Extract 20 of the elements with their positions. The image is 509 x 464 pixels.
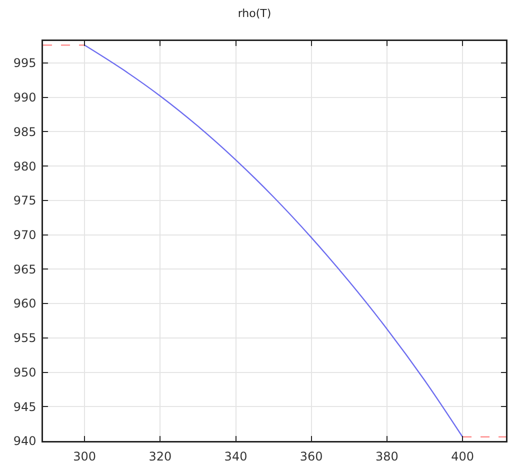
y-tick-label: 970	[13, 228, 36, 242]
x-tick-label: 380	[375, 450, 398, 464]
x-tick-label: 320	[148, 450, 172, 464]
y-tick-label: 955	[13, 331, 36, 346]
y-tick-label: 975	[13, 194, 36, 208]
y-tick-label: 995	[13, 56, 36, 70]
y-tick-label: 990	[13, 90, 36, 105]
y-tick-label: 945	[13, 400, 36, 414]
y-tick-label: 960	[13, 296, 36, 311]
x-tick-label: 360	[300, 450, 323, 464]
y-tick-label: 985	[13, 124, 36, 139]
line-series	[84, 44, 464, 438]
y-tick-label: 965	[13, 262, 36, 276]
y-tick-label: 940	[13, 434, 36, 448]
y-tick-label: 980	[13, 159, 36, 174]
x-tick-label: 400	[451, 450, 474, 464]
chart-title: rho(T)	[238, 6, 272, 20]
y-tick-label: 950	[13, 365, 36, 380]
x-tick-label: 300	[73, 450, 96, 464]
x-tick-label: 340	[224, 450, 248, 464]
